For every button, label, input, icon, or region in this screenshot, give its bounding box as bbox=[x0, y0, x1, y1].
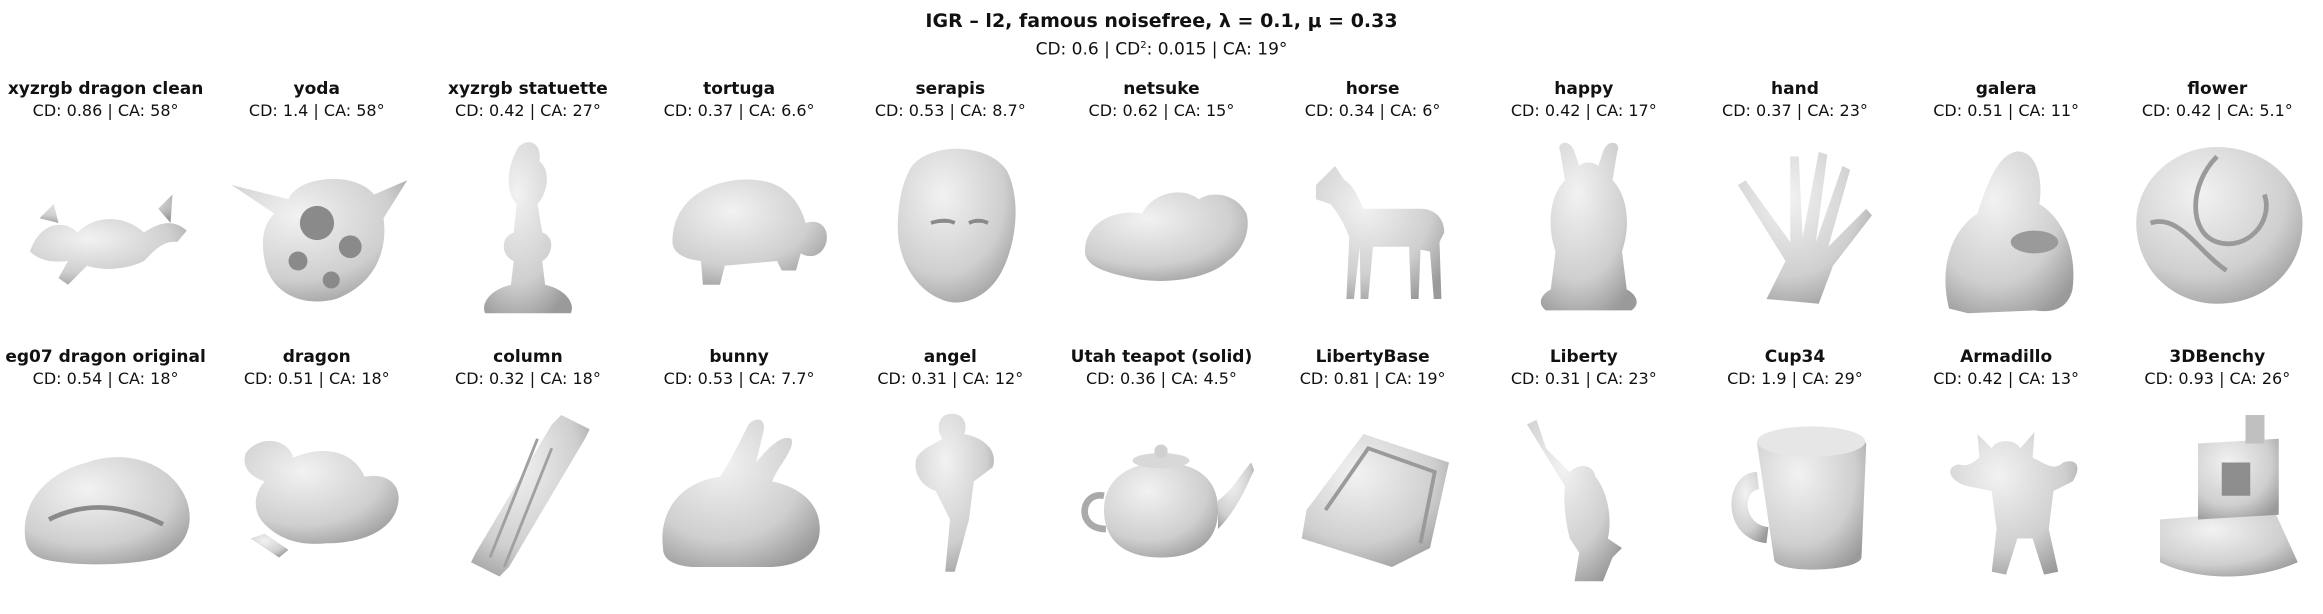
subtitle-post: : 0.015 | CA: 19° bbox=[1146, 39, 1288, 60]
column-icon bbox=[470, 415, 590, 577]
shape-name: bunny bbox=[709, 347, 769, 367]
benchy-icon bbox=[2160, 415, 2299, 577]
shape-metric: CD: 0.93 | CA: 26° bbox=[2144, 369, 2291, 388]
shape-metric: CD: 0.37 | CA: 6.6° bbox=[663, 101, 815, 120]
liberty-icon bbox=[1526, 419, 1622, 582]
shape-cell: Cup34 CD: 1.9 | CA: 29° bbox=[1689, 346, 1900, 614]
shape-cell: Armadillo CD: 0.42 | CA: 13° bbox=[1901, 346, 2112, 614]
galera-icon bbox=[1945, 151, 2074, 314]
dragon-original-icon bbox=[24, 457, 190, 565]
shape-cell: horse CD: 0.34 | CA: 6° bbox=[1267, 78, 1478, 346]
shape-cell: tortuga CD: 0.37 | CA: 6.6° bbox=[634, 78, 845, 346]
shape-cell: xyzrgb dragon clean CD: 0.86 | CA: 58° bbox=[0, 78, 211, 346]
shape-name: dragon bbox=[282, 347, 351, 367]
shape-cell: yoda CD: 1.4 | CA: 58° bbox=[211, 78, 422, 346]
shape-name: column bbox=[493, 347, 563, 367]
shape-metric: CD: 0.62 | CA: 15° bbox=[1088, 101, 1235, 120]
shape-cell: Utah teapot (solid) CD: 0.36 | CA: 4.5° bbox=[1056, 346, 1267, 614]
tortuga-icon bbox=[672, 179, 827, 285]
shape-row-1: xyzrgb dragon clean CD: 0.86 | CA: 58° yo… bbox=[0, 78, 2323, 346]
armadillo-icon bbox=[1950, 432, 2078, 575]
shape-metric: CD: 0.37 | CA: 23° bbox=[1722, 101, 1868, 120]
shape-cell: eg07 dragon original CD: 0.54 | CA: 18° bbox=[0, 346, 211, 614]
figure-header: IGR – l2, famous noisefree, λ = 0.1, μ =… bbox=[0, 8, 2323, 62]
shape-name: netsuke bbox=[1123, 79, 1200, 99]
shape-cell: happy CD: 0.42 | CA: 17° bbox=[1478, 78, 1689, 346]
happy-icon bbox=[1540, 142, 1637, 311]
shape-name: Utah teapot (solid) bbox=[1070, 347, 1253, 367]
shape-cell: flower CD: 0.42 | CA: 5.1° bbox=[2112, 78, 2323, 346]
shape-cell: 3DBenchy CD: 0.93 | CA: 26° bbox=[2112, 346, 2323, 614]
shape-name: eg07 dragon original bbox=[5, 347, 206, 367]
cup-icon bbox=[1731, 426, 1867, 570]
shape-metric: CD: 0.42 | CA: 5.1° bbox=[2141, 101, 2293, 120]
teapot-icon bbox=[1081, 444, 1255, 558]
yoda-icon bbox=[231, 178, 407, 302]
shape-name: yoda bbox=[293, 79, 340, 99]
shape-cell: galera CD: 0.51 | CA: 11° bbox=[1901, 78, 2112, 346]
shape-metric: CD: 0.34 | CA: 6° bbox=[1304, 101, 1441, 120]
shape-metric: CD: 0.53 | CA: 7.7° bbox=[663, 369, 815, 388]
liberty-base-icon bbox=[1301, 434, 1449, 567]
shape-name: tortuga bbox=[703, 79, 776, 99]
bunny-icon bbox=[662, 419, 820, 567]
netsuke-icon bbox=[1085, 192, 1249, 281]
shape-row-2: eg07 dragon original CD: 0.54 | CA: 18° d… bbox=[0, 346, 2323, 614]
shape-name: flower bbox=[2187, 79, 2248, 99]
shape-name: horse bbox=[1345, 79, 1400, 99]
subtitle-sup: 2 bbox=[1140, 40, 1147, 51]
statuette-icon bbox=[483, 142, 572, 314]
dragon-clean-icon bbox=[29, 194, 187, 285]
shape-metric: CD: 0.54 | CA: 18° bbox=[32, 369, 179, 388]
shape-name: LibertyBase bbox=[1315, 347, 1430, 367]
shape-cell: xyzrgb statuette CD: 0.42 | CA: 27° bbox=[422, 78, 633, 346]
shape-metric: CD: 0.53 | CA: 8.7° bbox=[874, 101, 1026, 120]
shape-metric: CD: 0.36 | CA: 4.5° bbox=[1085, 369, 1237, 388]
shape-name: galera bbox=[1975, 79, 2037, 99]
serapis-icon bbox=[898, 148, 1016, 303]
shape-metric: CD: 0.32 | CA: 18° bbox=[455, 369, 601, 388]
shape-name: Cup34 bbox=[1764, 347, 1826, 367]
shape-metric: CD: 0.51 | CA: 11° bbox=[1933, 101, 2080, 120]
figure-title: IGR – l2, famous noisefree, λ = 0.1, μ =… bbox=[925, 10, 1398, 32]
shape-metric: CD: 0.42 | CA: 17° bbox=[1510, 101, 1657, 120]
shape-cell: netsuke CD: 0.62 | CA: 15° bbox=[1056, 78, 1267, 346]
shape-metric: CD: 0.42 | CA: 27° bbox=[455, 101, 601, 120]
shape-name: Liberty bbox=[1549, 347, 1618, 367]
shape-metric: CD: 1.9 | CA: 29° bbox=[1727, 369, 1863, 388]
shape-grid: xyzrgb dragon clean CD: 0.86 | CA: 58° yo… bbox=[0, 78, 2323, 593]
shape-name: angel bbox=[923, 347, 977, 367]
horse-icon bbox=[1315, 166, 1444, 299]
shape-cell: angel CD: 0.31 | CA: 12° bbox=[845, 346, 1056, 614]
figure-subtitle: CD: 0.6 | CD2: 0.015 | CA: 19° bbox=[0, 34, 2323, 62]
shape-name: serapis bbox=[915, 79, 986, 99]
shape-name: hand bbox=[1771, 79, 1819, 99]
angel-icon bbox=[915, 413, 995, 572]
dragon-icon bbox=[244, 440, 399, 558]
shape-metric: CD: 0.51 | CA: 18° bbox=[243, 369, 390, 388]
shape-name: xyzrgb statuette bbox=[448, 79, 608, 99]
shape-metric: CD: 1.4 | CA: 58° bbox=[248, 101, 385, 120]
shape-cell: column CD: 0.32 | CA: 18° bbox=[422, 346, 633, 614]
shape-cell: bunny CD: 0.53 | CA: 7.7° bbox=[634, 346, 845, 614]
subtitle-pre: CD: 0.6 | CD bbox=[1035, 39, 1141, 60]
shape-name: Armadillo bbox=[1960, 347, 2053, 367]
shape-name: happy bbox=[1554, 79, 1614, 99]
shape-cell: Liberty CD: 0.31 | CA: 23° bbox=[1478, 346, 1689, 614]
shape-name: xyzrgb dragon clean bbox=[7, 79, 204, 99]
shape-cell: LibertyBase CD: 0.81 | CA: 19° bbox=[1267, 346, 1478, 614]
shape-cell: serapis CD: 0.53 | CA: 8.7° bbox=[845, 78, 1056, 346]
shape-cell: dragon CD: 0.51 | CA: 18° bbox=[211, 346, 422, 614]
shape-metric: CD: 0.86 | CA: 58° bbox=[32, 101, 179, 120]
shape-cell: hand CD: 0.37 | CA: 23° bbox=[1689, 78, 1900, 346]
shape-metric: CD: 0.42 | CA: 13° bbox=[1933, 369, 2080, 388]
shape-metric: CD: 0.31 | CA: 23° bbox=[1510, 369, 1657, 388]
flower-icon bbox=[2136, 147, 2303, 304]
shape-metric: CD: 0.31 | CA: 12° bbox=[877, 369, 1024, 388]
shape-metric: CD: 0.81 | CA: 19° bbox=[1299, 369, 1446, 388]
shape-name: 3DBenchy bbox=[2169, 347, 2266, 367]
hand-icon bbox=[1737, 151, 1872, 304]
